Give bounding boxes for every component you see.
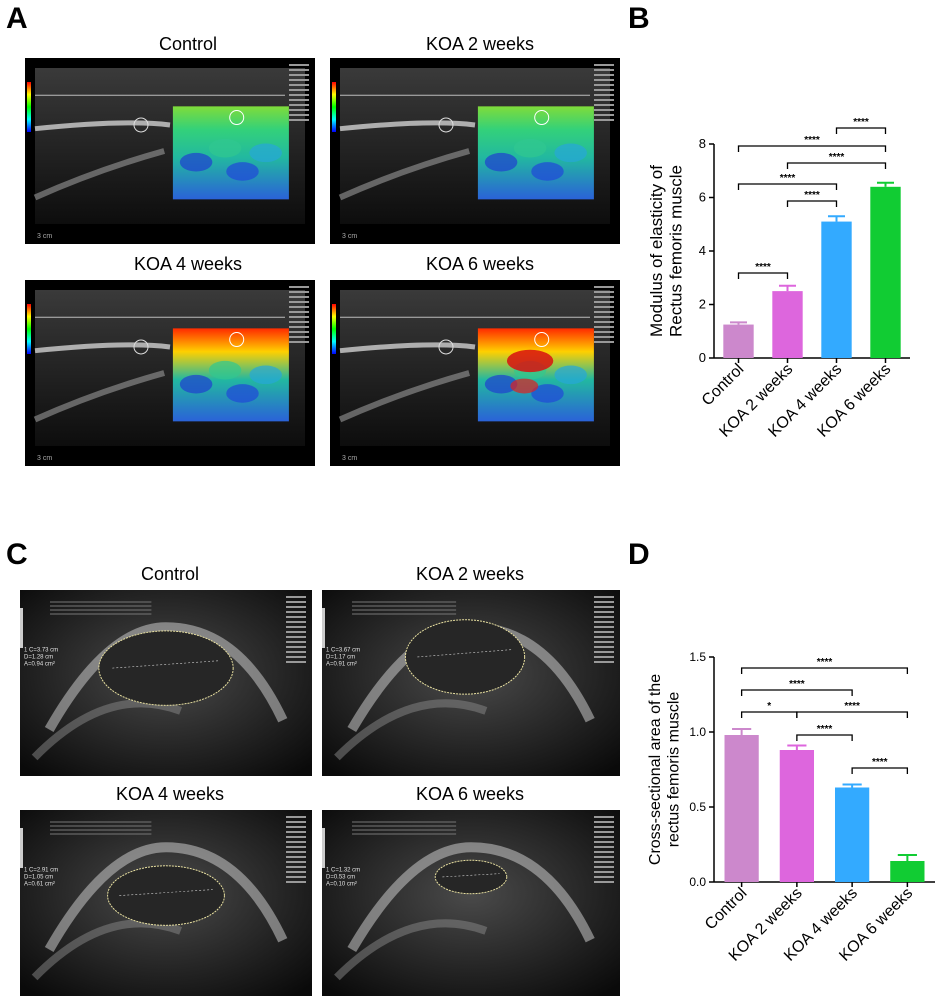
image-title: KOA 6 weeks xyxy=(415,784,525,804)
y-tick-label: 1.0 xyxy=(689,725,706,739)
significance-label: **** xyxy=(804,190,820,201)
significance-bracket xyxy=(740,667,909,674)
bar xyxy=(890,861,925,882)
x-tick-label: KOA 2 weeks xyxy=(716,361,796,441)
significance-label: **** xyxy=(804,135,820,146)
y-tick-label: 2 xyxy=(699,297,706,312)
x-tick-label: KOA 4 weeks xyxy=(781,885,861,965)
y-axis-label: Cross-sectional area of the xyxy=(647,674,664,865)
image-title: KOA 2 weeks xyxy=(425,34,535,54)
chart-b: 0 2 4 6 8 Modulus of elasticity of Rectus femo… xyxy=(647,117,910,441)
bar xyxy=(723,324,754,358)
image-title: KOA 4 weeks xyxy=(115,784,225,804)
significance-label: **** xyxy=(853,117,869,128)
elastography-image: 3 cm xyxy=(25,58,315,244)
y-tick-label: 6 xyxy=(699,190,706,205)
x-tick-label: Control xyxy=(702,885,750,933)
measurement-text: 1 C=2.91 cm xyxy=(24,867,58,873)
bar xyxy=(772,291,803,358)
y-axis-label: Modulus of elasticity of xyxy=(647,165,666,337)
significance-label: **** xyxy=(755,262,771,273)
elastography-image: 3 cm xyxy=(330,280,620,466)
significance-label: **** xyxy=(817,657,833,668)
y-tick-label: 0.5 xyxy=(689,800,706,814)
significance-bracket xyxy=(786,200,838,207)
bar xyxy=(779,750,815,882)
y-tick-label: 4 xyxy=(699,243,706,258)
elastography-image: 3 cm xyxy=(25,280,315,466)
cross-section-image: 1 C=3.73 cm D=1.28 cm A=0.94 cm² xyxy=(20,590,312,776)
significance-label: * xyxy=(767,701,771,712)
y-tick-label: 0 xyxy=(699,350,706,365)
panel-letter-c: C xyxy=(6,538,28,571)
measurement-text: D=1.28 cm xyxy=(24,654,53,660)
image-title: KOA 6 weeks xyxy=(425,254,535,274)
significance-bracket xyxy=(737,183,838,190)
scale-caption: 3 cm xyxy=(342,233,357,240)
significance-bracket xyxy=(786,162,887,169)
x-tick-label: Control xyxy=(699,361,747,409)
measurement-text: D=0.53 cm xyxy=(326,874,355,880)
scale-caption: 3 cm xyxy=(37,455,52,462)
y-axis-label: Rectus femoris muscle xyxy=(667,165,686,337)
y-tick-label: 8 xyxy=(699,136,706,151)
x-tick-label: KOA 4 weeks xyxy=(765,361,845,441)
bar xyxy=(724,735,759,882)
elastography-image: 3 cm xyxy=(330,58,620,244)
significance-bracket xyxy=(740,711,798,718)
significance-label: **** xyxy=(817,724,833,735)
significance-bracket xyxy=(796,711,909,718)
measurement-text: 1 C=1.32 cm xyxy=(326,867,360,873)
scale-caption: 3 cm xyxy=(37,233,52,240)
image-title: Control xyxy=(158,34,218,54)
significance-bracket xyxy=(835,127,887,134)
y-axis-label: rectus femoris muscle xyxy=(665,692,682,848)
bar xyxy=(821,221,852,358)
measurement-text: D=1.05 cm xyxy=(24,874,53,880)
significance-label: **** xyxy=(780,173,796,184)
image-title: KOA 4 weeks xyxy=(133,254,243,274)
cross-section-image: 1 C=3.67 cm D=1.17 cm A=0.91 cm² xyxy=(322,590,620,776)
significance-bracket xyxy=(740,689,853,696)
significance-label: **** xyxy=(829,152,845,163)
significance-label: **** xyxy=(789,679,805,690)
significance-label: **** xyxy=(872,757,888,768)
y-tick-label: 1.5 xyxy=(689,650,706,664)
significance-bracket xyxy=(737,145,887,152)
bar xyxy=(834,787,870,882)
panel-letter-b: B xyxy=(628,2,650,35)
significance-bracket xyxy=(796,734,853,741)
measurement-text: D=1.17 cm xyxy=(326,654,355,660)
panel-letter-d: D xyxy=(628,538,650,571)
cross-section-image: 1 C=2.91 cm D=1.05 cm A=0.61 cm² xyxy=(20,810,312,996)
chart-d: 0.0 0.5 1.0 1.5 Cross-sectional area of the r… xyxy=(647,650,935,965)
x-tick-label: KOA 6 weeks xyxy=(836,885,916,965)
y-tick-label: 0.0 xyxy=(689,875,706,889)
image-title: Control xyxy=(140,564,200,584)
bar xyxy=(870,186,901,358)
significance-bracket xyxy=(737,272,789,279)
measurement-text: 1 C=3.67 cm xyxy=(326,647,360,653)
significance-label: **** xyxy=(844,701,860,712)
scale-caption: 3 cm xyxy=(342,455,357,462)
x-tick-label: KOA 6 weeks xyxy=(814,361,894,441)
measurement-text: 1 C=3.73 cm xyxy=(24,647,58,653)
significance-bracket xyxy=(851,767,909,774)
measurement-text: A=0.91 cm² xyxy=(326,661,357,667)
cross-section-image: 1 C=1.32 cm D=0.53 cm A=0.10 cm² xyxy=(322,810,620,996)
image-title: KOA 2 weeks xyxy=(415,564,525,584)
measurement-text: A=0.61 cm² xyxy=(24,881,55,887)
panel-letter-a: A xyxy=(6,2,28,35)
measurement-text: A=0.10 cm² xyxy=(326,881,357,887)
measurement-text: A=0.94 cm² xyxy=(24,661,55,667)
x-tick-label: KOA 2 weeks xyxy=(726,885,806,965)
